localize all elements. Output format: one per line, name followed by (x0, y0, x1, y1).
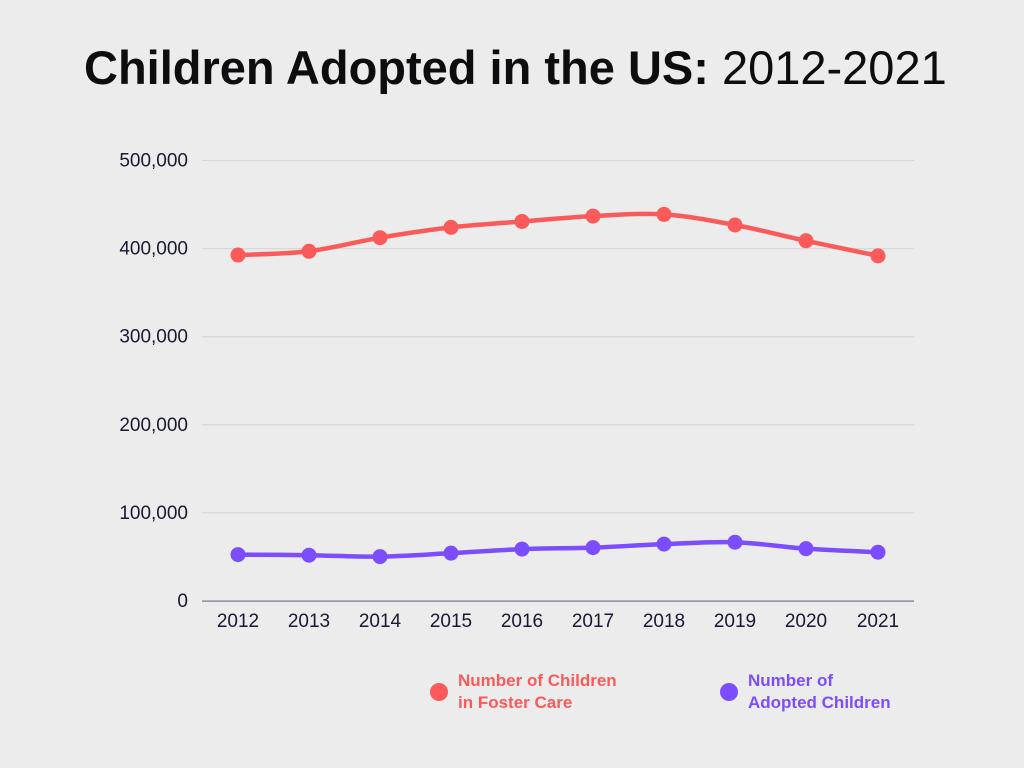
svg-text:300,000: 300,000 (119, 327, 188, 348)
svg-text:2021: 2021 (857, 611, 899, 632)
svg-text:2012: 2012 (217, 611, 259, 632)
svg-text:200,000: 200,000 (119, 415, 188, 436)
svg-text:2014: 2014 (359, 611, 402, 632)
svg-text:500,000: 500,000 (119, 151, 188, 172)
svg-text:2016: 2016 (501, 611, 543, 632)
svg-text:100,000: 100,000 (119, 503, 188, 524)
svg-text:2018: 2018 (643, 611, 685, 632)
svg-text:2020: 2020 (785, 611, 827, 632)
svg-text:2015: 2015 (430, 611, 472, 632)
svg-text:0: 0 (177, 591, 188, 612)
svg-text:2019: 2019 (714, 611, 756, 632)
svg-text:2017: 2017 (572, 611, 614, 632)
svg-text:400,000: 400,000 (119, 239, 188, 260)
svg-text:2013: 2013 (288, 611, 330, 632)
